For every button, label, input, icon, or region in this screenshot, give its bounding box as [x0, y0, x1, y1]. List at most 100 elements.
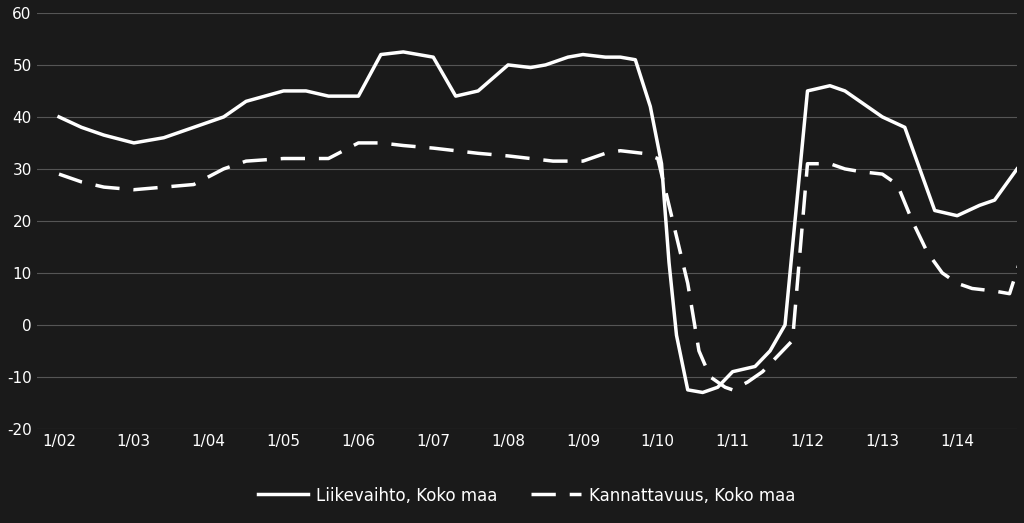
Kannattavuus, Koko maa — [450, 147, 462, 154]
Liikevaihto, Koko maa — [712, 384, 724, 390]
Kannattavuus, Koko maa — [278, 155, 290, 162]
Kannattavuus, Koko maa — [427, 145, 439, 151]
Kannattavuus, Koko maa — [97, 184, 110, 190]
Liikevaihto, Koko maa — [988, 197, 1000, 203]
Liikevaihto, Koko maa — [375, 51, 387, 58]
Liikevaihto, Koko maa — [629, 56, 641, 63]
Liikevaihto, Koko maa — [974, 202, 986, 209]
Liikevaihto, Koko maa — [1011, 166, 1023, 172]
Liikevaihto, Koko maa — [655, 161, 668, 167]
Liikevaihto, Koko maa — [128, 140, 140, 146]
Kannattavuus, Koko maa — [839, 166, 851, 172]
Kannattavuus, Koko maa — [158, 184, 170, 190]
Kannattavuus, Koko maa — [240, 158, 252, 164]
Liikevaihto, Koko maa — [187, 124, 200, 130]
Liikevaihto, Koko maa — [899, 124, 911, 130]
Liikevaihto, Koko maa — [53, 114, 66, 120]
Kannattavuus, Koko maa — [217, 166, 229, 172]
Kannattavuus, Koko maa — [705, 374, 717, 380]
Kannattavuus, Koko maa — [891, 181, 903, 188]
Liikevaihto, Koko maa — [671, 332, 683, 338]
Liikevaihto, Koko maa — [217, 114, 229, 120]
Kannattavuus, Koko maa — [599, 150, 611, 156]
Legend: Liikevaihto, Koko maa, Kannattavuus, Koko maa: Liikevaihto, Koko maa, Kannattavuus, Kok… — [251, 481, 803, 512]
Kannattavuus, Koko maa — [614, 147, 627, 154]
Kannattavuus, Koko maa — [76, 179, 88, 185]
Liikevaihto, Koko maa — [76, 124, 88, 130]
Kannattavuus, Koko maa — [397, 142, 410, 149]
Kannattavuus, Koko maa — [53, 171, 66, 177]
Kannattavuus, Koko maa — [988, 288, 1000, 294]
Liikevaihto, Koko maa — [158, 134, 170, 141]
Line: Kannattavuus, Koko maa: Kannattavuus, Koko maa — [59, 143, 1024, 390]
Kannattavuus, Koko maa — [637, 150, 649, 156]
Kannattavuus, Koko maa — [757, 369, 769, 375]
Kannattavuus, Koko maa — [524, 155, 537, 162]
Kannattavuus, Koko maa — [877, 171, 889, 177]
Kannattavuus, Koko maa — [502, 153, 514, 159]
Kannattavuus, Koko maa — [577, 158, 589, 164]
Liikevaihto, Koko maa — [682, 386, 694, 393]
Kannattavuus, Koko maa — [472, 150, 484, 156]
Liikevaihto, Koko maa — [779, 322, 792, 328]
Liikevaihto, Koko maa — [577, 51, 589, 58]
Kannattavuus, Koko maa — [719, 384, 731, 390]
Liikevaihto, Koko maa — [802, 88, 814, 94]
Liikevaihto, Koko maa — [502, 62, 514, 68]
Liikevaihto, Koko maa — [599, 54, 611, 60]
Liikevaihto, Koko maa — [764, 348, 776, 354]
Kannattavuus, Koko maa — [352, 140, 365, 146]
Line: Liikevaihto, Koko maa: Liikevaihto, Koko maa — [59, 52, 1017, 392]
Liikevaihto, Koko maa — [450, 93, 462, 99]
Liikevaihto, Koko maa — [854, 98, 866, 105]
Kannattavuus, Koko maa — [951, 280, 964, 287]
Kannattavuus, Koko maa — [936, 270, 948, 276]
Kannattavuus, Koko maa — [300, 155, 312, 162]
Liikevaihto, Koko maa — [929, 207, 941, 213]
Liikevaihto, Koko maa — [240, 98, 252, 105]
Kannattavuus, Koko maa — [922, 249, 934, 255]
Kannattavuus, Koko maa — [741, 379, 754, 385]
Kannattavuus, Koko maa — [726, 386, 738, 393]
Liikevaihto, Koko maa — [278, 88, 290, 94]
Liikevaihto, Koko maa — [524, 64, 537, 71]
Liikevaihto, Koko maa — [97, 132, 110, 138]
Kannattavuus, Koko maa — [854, 168, 866, 175]
Liikevaihto, Koko maa — [427, 54, 439, 60]
Liikevaihto, Koko maa — [663, 259, 675, 266]
Kannattavuus, Koko maa — [667, 218, 679, 224]
Kannattavuus, Koko maa — [802, 161, 814, 167]
Kannattavuus, Koko maa — [966, 286, 978, 292]
Kannattavuus, Koko maa — [771, 353, 783, 359]
Liikevaihto, Koko maa — [614, 54, 627, 60]
Liikevaihto, Koko maa — [352, 93, 365, 99]
Kannattavuus, Koko maa — [906, 218, 919, 224]
Liikevaihto, Koko maa — [540, 62, 552, 68]
Kannattavuus, Koko maa — [693, 348, 706, 354]
Liikevaihto, Koko maa — [696, 389, 709, 395]
Kannattavuus, Koko maa — [187, 181, 200, 188]
Liikevaihto, Koko maa — [749, 363, 761, 370]
Liikevaihto, Koko maa — [323, 93, 335, 99]
Liikevaihto, Koko maa — [726, 369, 738, 375]
Liikevaihto, Koko maa — [644, 104, 656, 110]
Kannattavuus, Koko maa — [823, 161, 836, 167]
Kannattavuus, Koko maa — [682, 280, 694, 287]
Liikevaihto, Koko maa — [839, 88, 851, 94]
Kannattavuus, Koko maa — [1019, 244, 1024, 250]
Liikevaihto, Koko maa — [823, 83, 836, 89]
Liikevaihto, Koko maa — [300, 88, 312, 94]
Liikevaihto, Koko maa — [877, 114, 889, 120]
Kannattavuus, Koko maa — [651, 155, 664, 162]
Kannattavuus, Koko maa — [375, 140, 387, 146]
Liikevaihto, Koko maa — [562, 54, 574, 60]
Liikevaihto, Koko maa — [913, 166, 926, 172]
Liikevaihto, Koko maa — [951, 212, 964, 219]
Kannattavuus, Koko maa — [547, 158, 559, 164]
Liikevaihto, Koko maa — [472, 88, 484, 94]
Kannattavuus, Koko maa — [323, 155, 335, 162]
Kannattavuus, Koko maa — [1004, 291, 1016, 297]
Liikevaihto, Koko maa — [397, 49, 410, 55]
Kannattavuus, Koko maa — [786, 337, 799, 344]
Kannattavuus, Koko maa — [128, 187, 140, 193]
